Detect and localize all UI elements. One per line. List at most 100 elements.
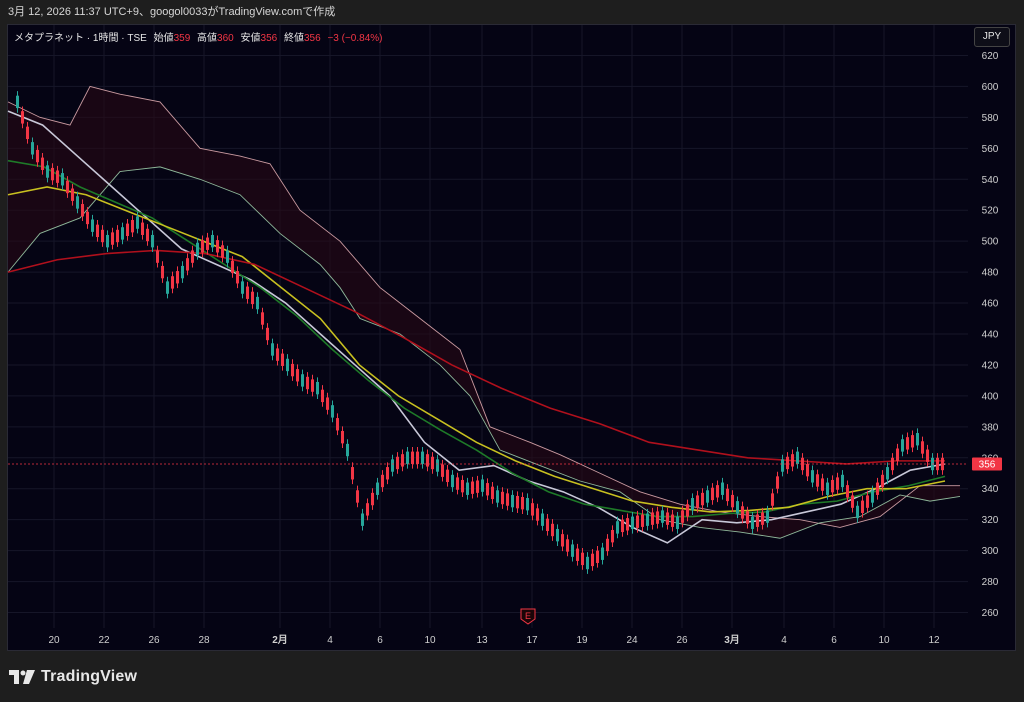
candle-body [411,451,414,464]
candle-body [386,467,389,480]
open-label: 始値 [153,33,174,44]
candle-body [181,265,184,279]
candle-body [251,291,254,305]
candle-body [141,222,144,235]
currency-button[interactable]: JPY [974,27,1010,47]
candle-body [586,556,589,570]
x-tick-label: 4 [327,635,333,646]
candle-body [791,454,794,467]
y-tick-label: 320 [982,515,999,526]
tradingview-brand[interactable]: TradingView [9,668,137,686]
candle-body [461,479,464,493]
candle-body [486,483,489,496]
candle-body [76,196,79,209]
candle-body [216,240,219,253]
candle-body [581,552,584,566]
candle-body [126,223,129,236]
y-tick-label: 620 [982,51,999,62]
candle-body [246,286,249,299]
candle-body [326,397,329,410]
x-tick-label: 22 [98,635,110,646]
candle-body [671,514,674,527]
candle-body [351,467,354,480]
candle-body [316,381,319,395]
candle-body [146,228,149,242]
candle-body [766,510,769,523]
x-tick-label: 26 [148,635,160,646]
candle-body [151,234,154,248]
candle-body [371,492,374,506]
candle-body [526,498,529,511]
footer [0,651,1024,702]
candle-body [26,126,29,140]
candle-body [396,456,399,470]
candle-body [591,553,594,567]
candle-body [926,449,929,462]
y-tick-label: 520 [982,206,999,217]
created-by-text: 3月 12, 2026 11:37 UTC+9、googol0033がTradi… [8,6,336,18]
candle-body [71,188,74,201]
candle-body [676,516,679,529]
candle-body [266,327,269,341]
candle-body [716,485,719,498]
candle-body [91,219,94,232]
candle-body [276,348,279,361]
candle-body [906,437,909,450]
candle-body [291,363,294,377]
candle-body [261,312,264,325]
candle-body [911,435,914,448]
candle-body [131,220,134,233]
candle-body [796,451,799,464]
y-tick-label: 480 [982,268,999,279]
candle-body [406,451,409,464]
symbol-legend[interactable]: メタプラネット · 1時間 · TSE 始値359 高値360 安値356 終値… [14,29,383,44]
symbol-name: メタプラネット · 1時間 · TSE [14,33,147,44]
candle-body [296,369,299,382]
candle-body [236,271,239,284]
candle-body [441,464,444,477]
x-tick-label: 19 [576,635,588,646]
candle-body [886,467,889,480]
candle-body [621,519,624,533]
candle-body [746,511,749,524]
candle-body [901,439,904,452]
candle-body [481,479,484,492]
candle-body [846,485,849,498]
candle-body [321,389,324,403]
candle-body [311,379,314,392]
candle-body [736,501,739,514]
candle-body [121,227,124,240]
candle-body [506,493,509,506]
candle-body [491,486,494,500]
candle-body [866,495,869,508]
candle-body [256,296,259,310]
candle-body [666,512,669,525]
candle-body [816,474,819,487]
candle-body [176,271,179,284]
x-tick-label: 6 [377,635,383,646]
high-label: 高値 [197,33,218,44]
y-tick-label: 600 [982,82,999,93]
x-tick-label: 10 [878,635,890,646]
candle-body [136,216,139,229]
candle-body [856,505,859,519]
candle-body [741,506,744,519]
time-axis: 20 22 26 28 2月 4 6 10 13 17 19 24 26 3月 4 6 10 12 [48,634,940,646]
ma-line-white [7,110,946,544]
candle-body [16,95,19,109]
earnings-marker[interactable]: E [520,608,536,625]
candle-body [51,167,54,181]
change-value: −3 (−0.84%) [327,33,383,44]
candle-body [166,281,169,294]
candle-body [401,454,404,467]
candle-body [286,358,289,372]
candle-body [876,482,879,495]
x-tick-label: 12 [928,635,940,646]
candle-body [361,513,364,526]
x-tick-label: 13 [476,635,488,646]
candle-body [331,405,334,418]
candle-body [81,204,84,217]
candle-body [421,451,424,464]
candle-body [541,513,544,526]
